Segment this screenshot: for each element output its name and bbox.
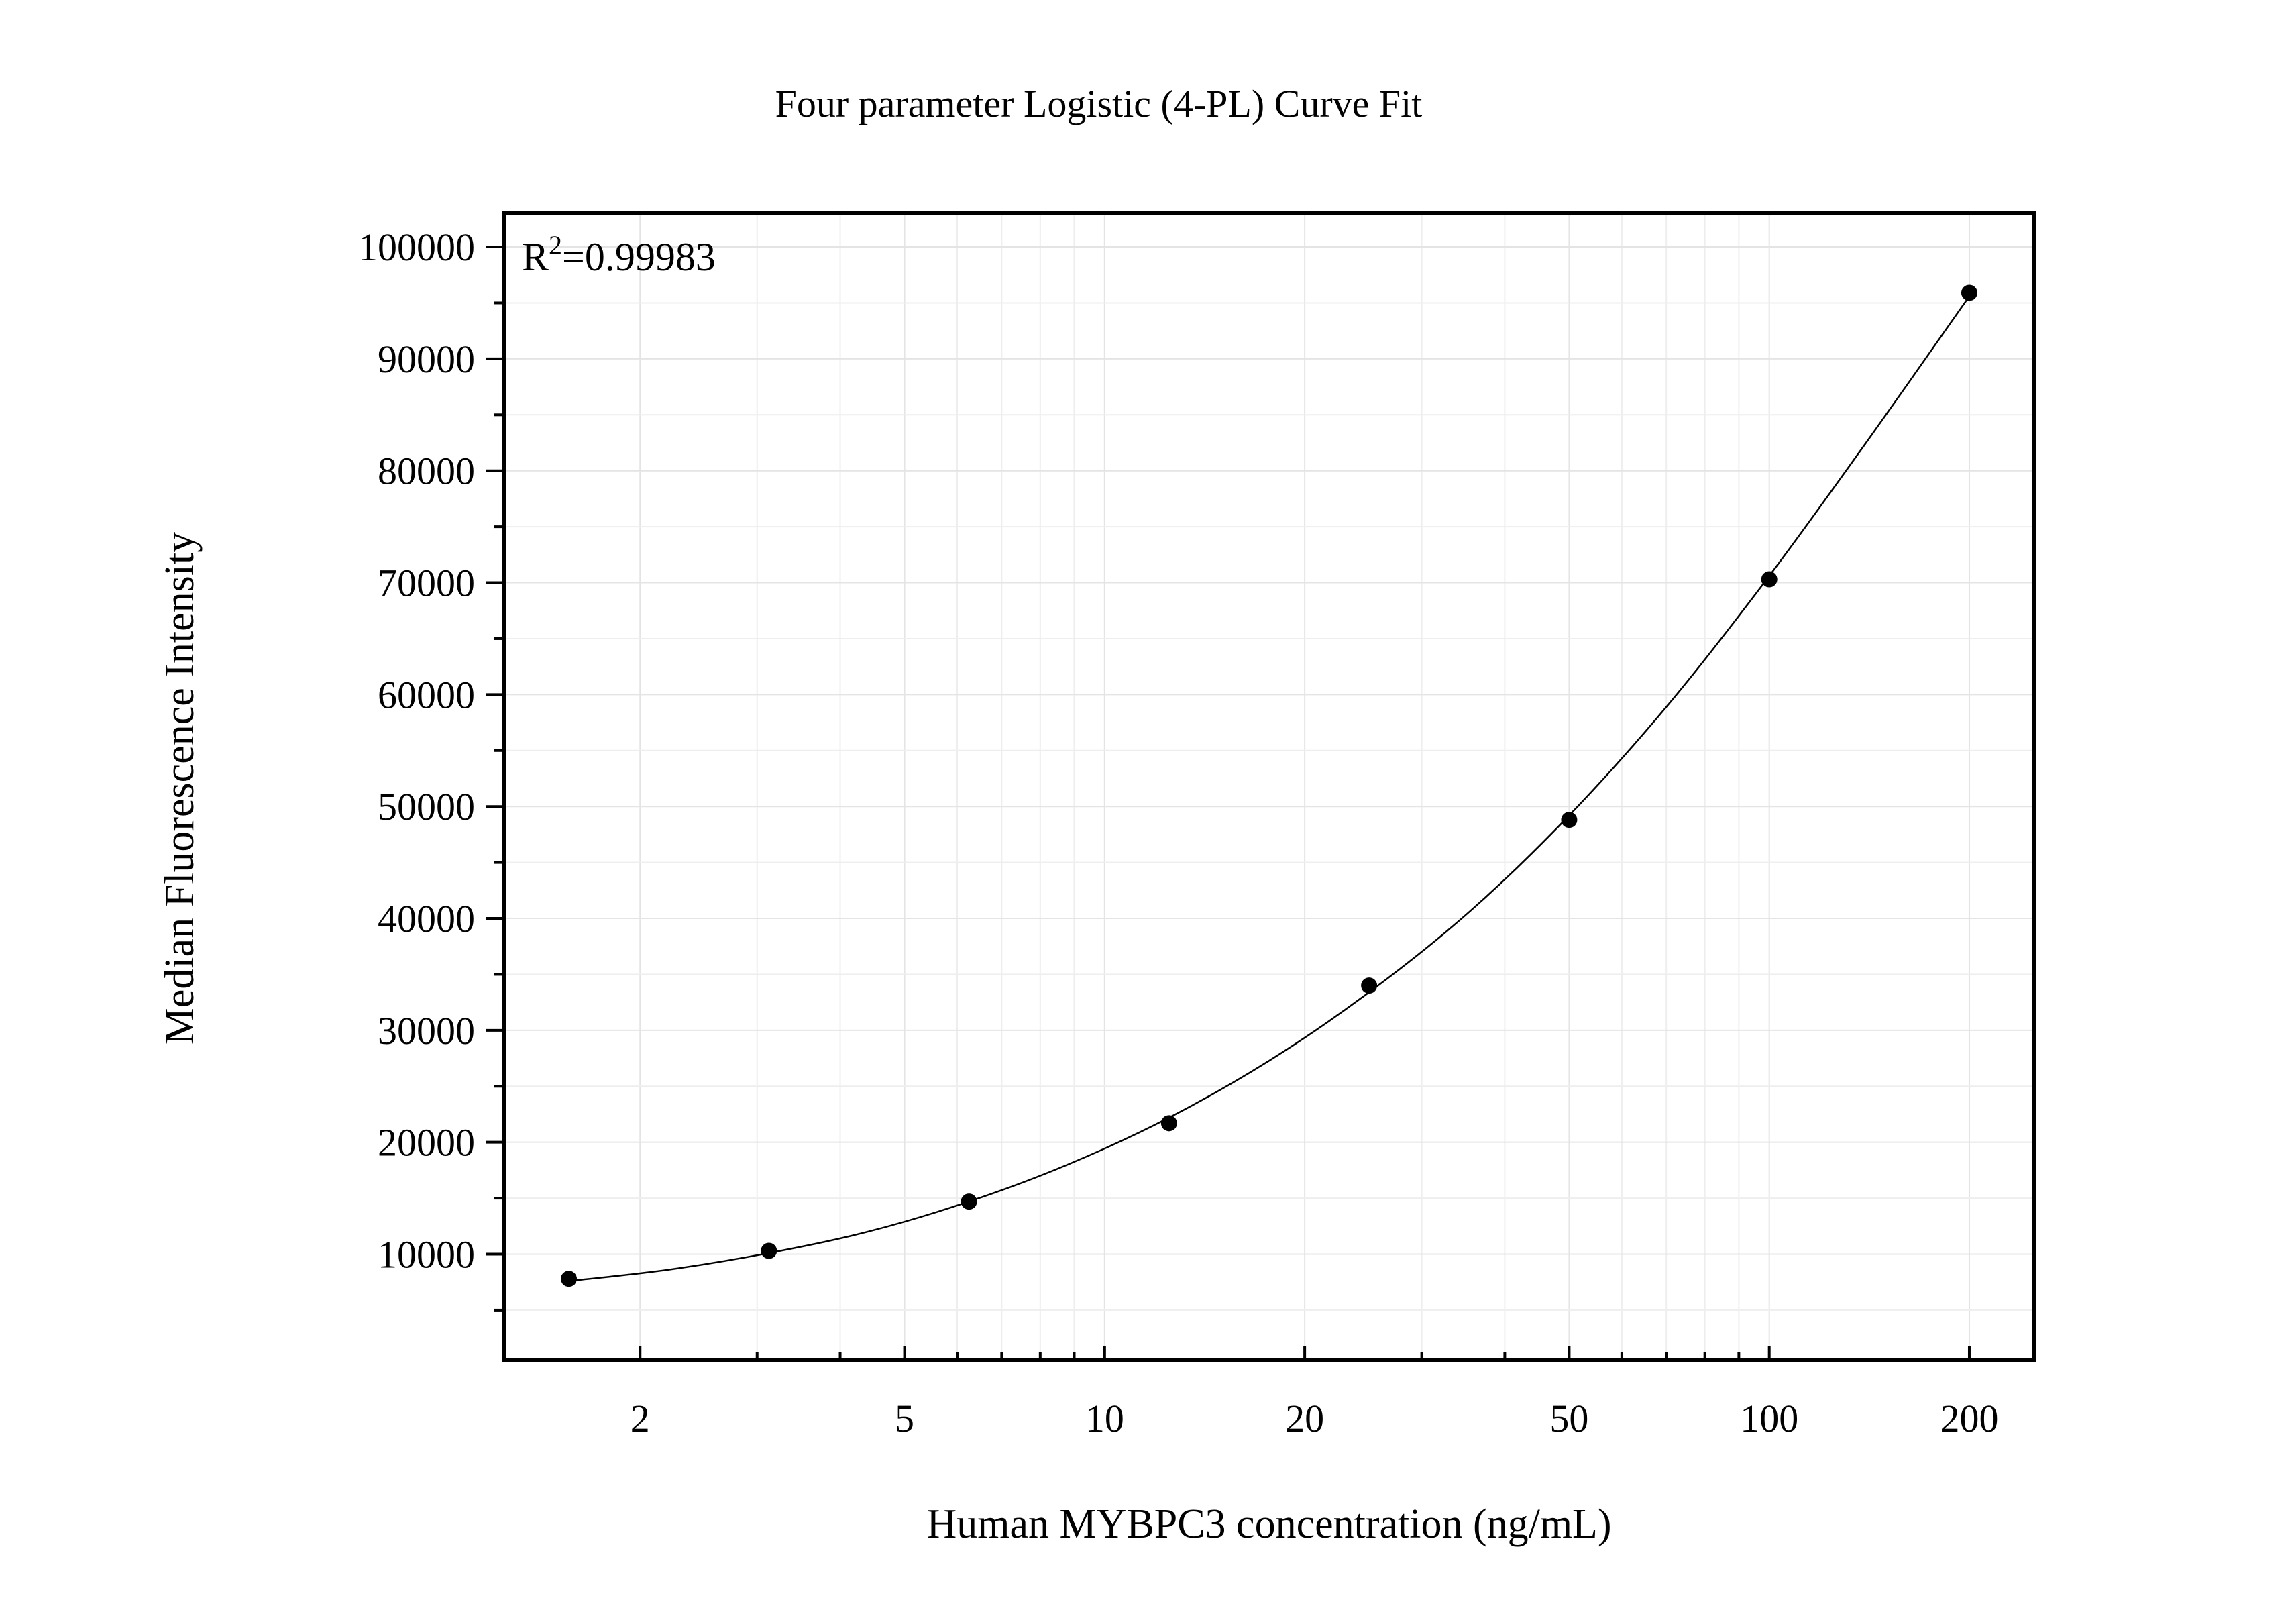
y-axis: 10000 20000 30000 40000 50000 60000 70000 80000… <box>358 225 504 1312</box>
x-axis-title: Human MYBPC3 concentration (ng/mL) <box>926 1501 1611 1547</box>
data-point <box>1561 812 1578 828</box>
y-tick-label: 100000 <box>358 225 475 269</box>
r-squared-superscript: 2 <box>549 230 562 260</box>
x-tick-label: 20 <box>1285 1397 1324 1440</box>
fit-curve <box>568 295 1971 1282</box>
y-tick-label: 20000 <box>378 1121 475 1165</box>
y-tick-label: 90000 <box>378 337 475 381</box>
data-point <box>1761 571 1778 588</box>
plot-frame <box>502 211 2036 1362</box>
x-tick-label: 5 <box>895 1397 914 1440</box>
grid-lines <box>504 213 2034 1360</box>
data-point <box>1961 284 1977 301</box>
x-tick-label: 10 <box>1085 1397 1124 1440</box>
y-tick-label: 80000 <box>378 449 475 493</box>
data-point <box>961 1193 977 1210</box>
r-squared-base: R <box>522 235 549 279</box>
data-point <box>1361 977 1378 994</box>
data-points <box>561 284 1977 1287</box>
chart-title: Four parameter Logistic (4-PL) Curve Fit <box>775 82 1423 125</box>
data-point <box>761 1242 777 1259</box>
r-squared-annotation: R2=0.99983 <box>522 230 716 279</box>
y-tick-label: 50000 <box>378 785 475 828</box>
y-tick-label: 40000 <box>378 897 475 941</box>
x-tick-label: 50 <box>1549 1397 1588 1440</box>
data-point <box>561 1271 578 1287</box>
x-tick-label: 200 <box>1940 1397 1998 1440</box>
y-tick-label: 60000 <box>378 673 475 716</box>
fit-curve-group <box>568 295 1971 1282</box>
x-axis: 2 5 10 20 50 100 200 <box>631 1346 1998 1440</box>
x-tick-label: 2 <box>631 1397 650 1440</box>
r-squared-value: =0.99983 <box>562 235 716 279</box>
x-tick-label: 100 <box>1740 1397 1798 1440</box>
y-tick-label: 30000 <box>378 1009 475 1053</box>
y-tick-label: 10000 <box>378 1233 475 1277</box>
y-axis-title: Median Fluorescence Intensity <box>157 532 203 1045</box>
data-point <box>1160 1115 1177 1132</box>
y-tick-label: 70000 <box>378 562 475 605</box>
